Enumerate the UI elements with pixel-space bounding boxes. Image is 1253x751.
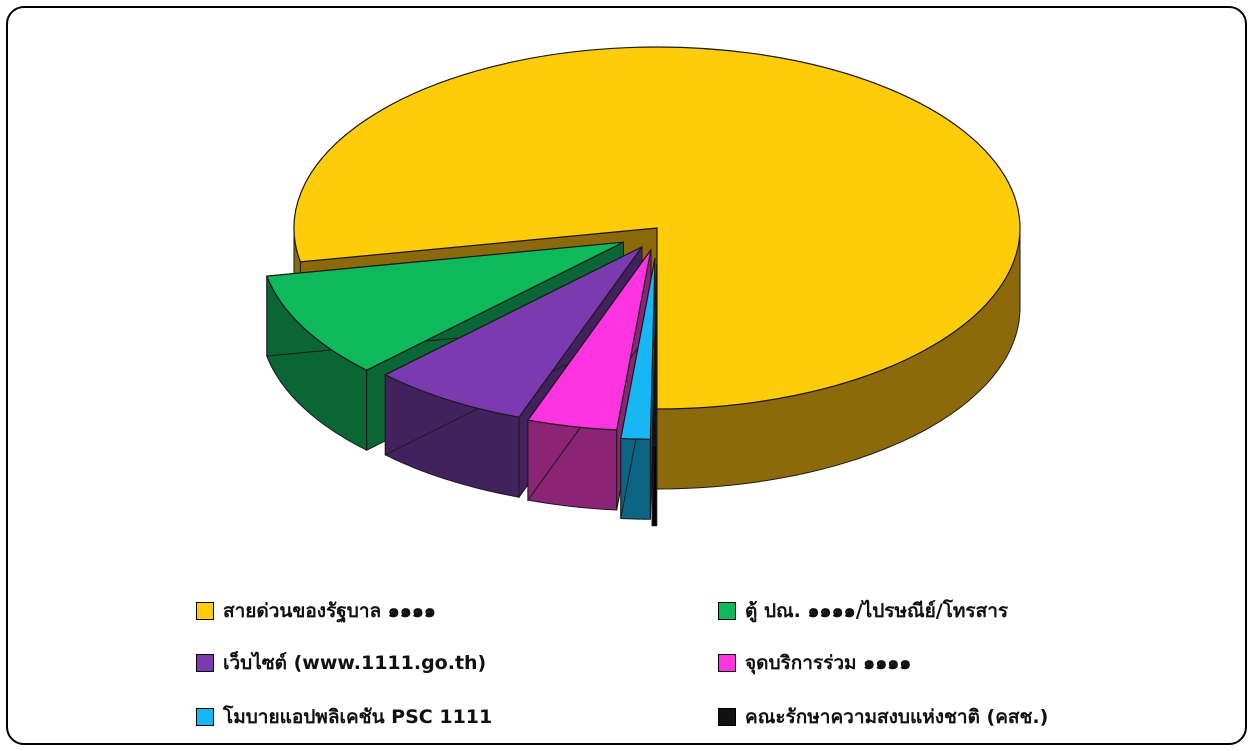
slice-top xyxy=(651,264,658,447)
pie-slice xyxy=(620,258,656,520)
pie-slice xyxy=(651,264,658,527)
slice-top xyxy=(293,46,1021,410)
slice-top xyxy=(383,246,643,418)
pie-slice xyxy=(526,248,652,511)
slice-top xyxy=(526,249,652,431)
slice-top xyxy=(620,258,656,440)
slice-top xyxy=(265,241,624,371)
